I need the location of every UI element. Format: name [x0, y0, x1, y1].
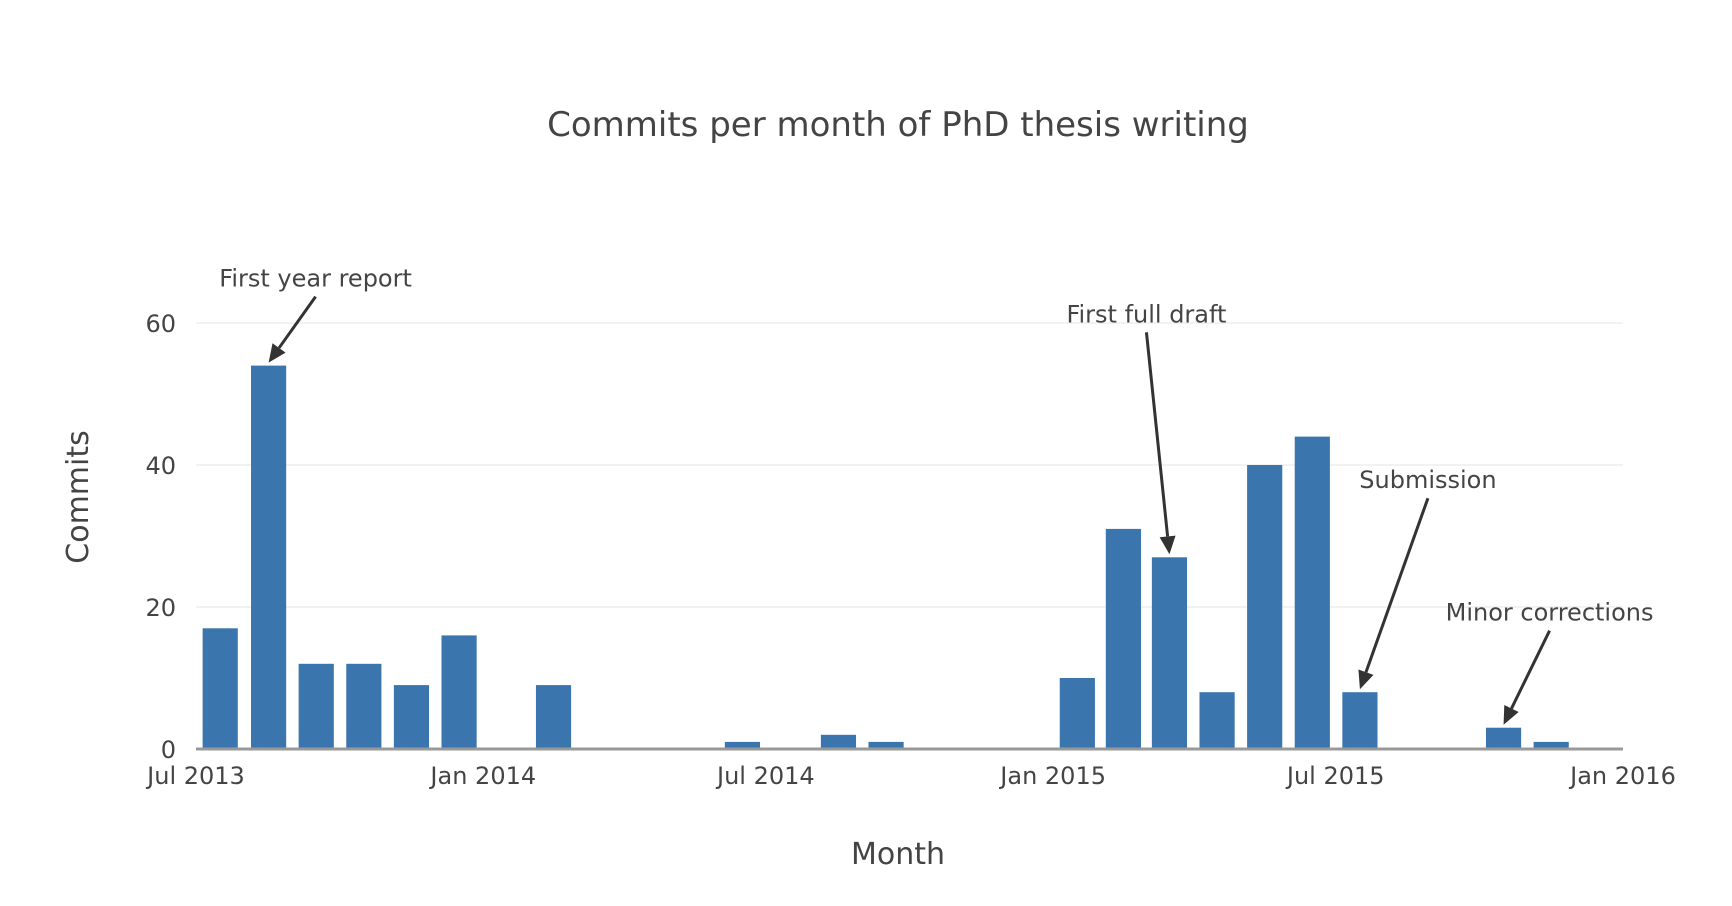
bar [535, 685, 572, 749]
annotation-arrowhead [268, 343, 286, 363]
y-axis-title: Commits [61, 430, 96, 563]
y-tick-label: 40 [145, 452, 176, 480]
bar [1342, 692, 1378, 749]
x-tick-label: Jul 2013 [145, 762, 245, 790]
bar [1151, 557, 1188, 749]
bar [1199, 692, 1235, 749]
bar [1105, 528, 1141, 749]
chart-title: Commits per month of PhD thesis writing [547, 105, 1249, 145]
annotation-arrowhead [1503, 705, 1519, 725]
gridlines [196, 322, 1623, 608]
annotation-arrowhead [1159, 535, 1176, 555]
bar [1059, 678, 1095, 749]
annotation-arrowhead [1358, 669, 1374, 690]
bar [1533, 741, 1569, 749]
annotation-arrow [1144, 332, 1170, 537]
axes: 0 20 40 60 Jul 2013 Jan 2014 Jul 2014 Jan 2015 J… [145, 310, 1676, 790]
annotation-arrow [1510, 630, 1551, 710]
x-tick-label: Jan 2014 [428, 762, 536, 790]
annotation-arrow [277, 295, 317, 349]
y-tick-label: 0 [161, 736, 176, 764]
x-tick-label: Jan 2016 [1568, 762, 1676, 790]
bar [441, 635, 477, 749]
bar [202, 628, 238, 749]
y-tick-label: 60 [145, 310, 176, 338]
annotation-arrow [1364, 497, 1430, 673]
y-tick-label: 20 [145, 594, 176, 622]
bar [251, 365, 287, 749]
x-tick-label: Jul 2015 [1285, 762, 1385, 790]
bar [724, 741, 761, 749]
bar [393, 685, 430, 749]
bar [1294, 436, 1330, 749]
annotation-label: Minor corrections [1446, 599, 1654, 627]
x-tick-label: Jul 2014 [715, 762, 815, 790]
bar [346, 663, 382, 749]
annotation-label: First year report [219, 265, 412, 293]
bar [1247, 465, 1283, 749]
x-tick-label: Jan 2015 [998, 762, 1106, 790]
bar [868, 741, 904, 749]
bars [202, 365, 1569, 749]
bar [298, 663, 334, 749]
x-axis-title: Month [851, 837, 945, 872]
annotations: First year report First full draft Submiss… [219, 265, 1654, 725]
annotation-label: First full draft [1066, 300, 1226, 328]
bar [820, 734, 857, 749]
bar [1485, 727, 1522, 749]
annotation-label: Submission [1359, 466, 1496, 494]
